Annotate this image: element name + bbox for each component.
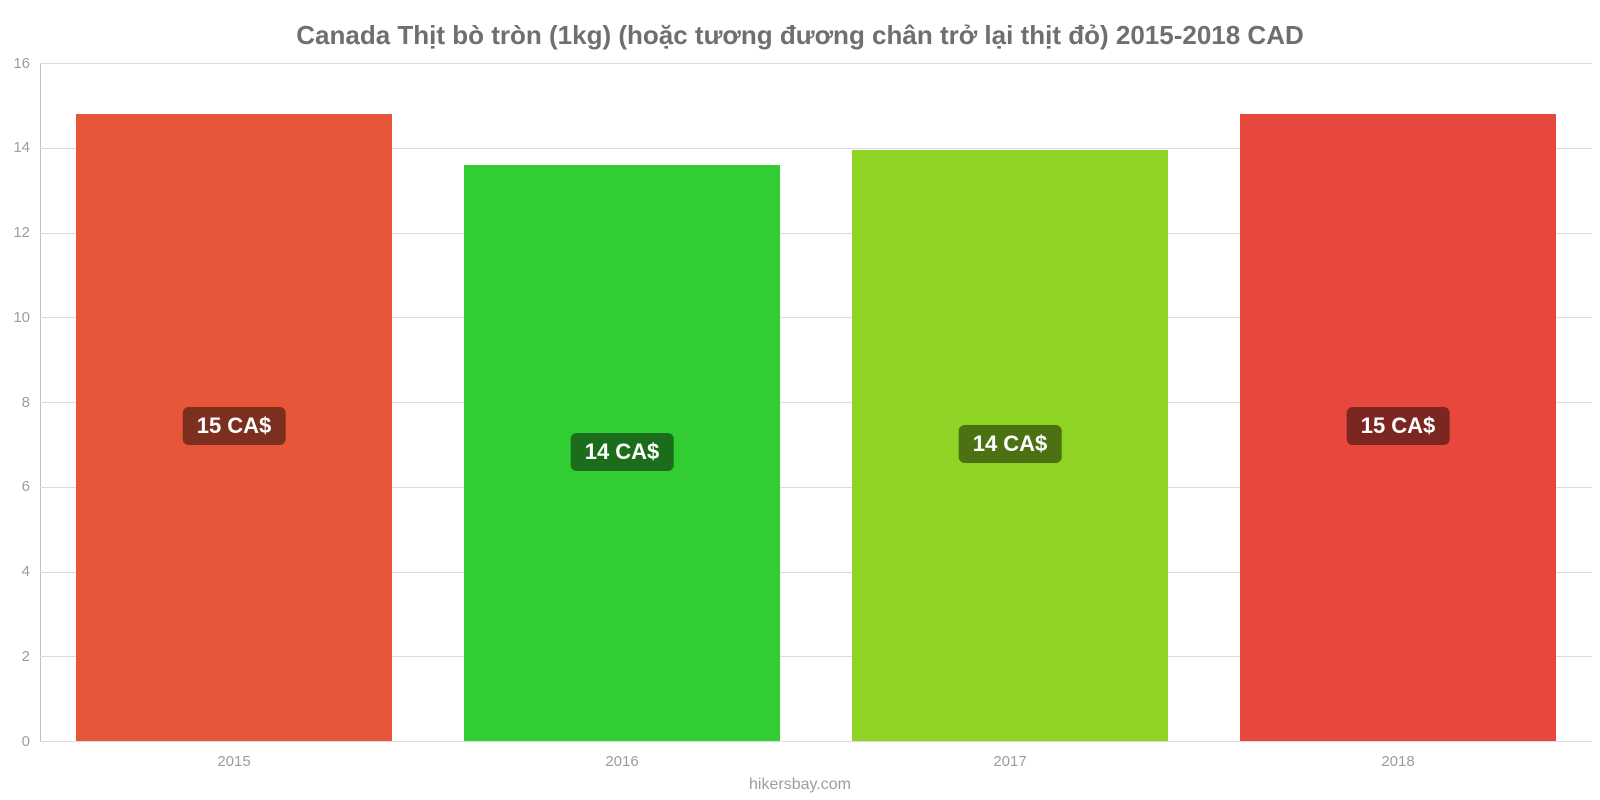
y-tick-label: 6: [0, 478, 30, 495]
y-tick-label: 10: [0, 309, 30, 326]
y-tick-label: 14: [0, 139, 30, 156]
bar-value-label: 14 CA$: [571, 433, 674, 471]
y-tick-label: 4: [0, 563, 30, 580]
x-tick-label: 2017: [816, 753, 1204, 770]
y-tick-label: 12: [0, 224, 30, 241]
y-tick-label: 16: [0, 55, 30, 72]
chart-title: Canada Thịt bò tròn (1kg) (hoặc tương đư…: [0, 20, 1600, 51]
chart-footer: hikersbay.com: [0, 776, 1600, 794]
y-tick-label: 2: [0, 648, 30, 665]
plot-area: 15 CA$ 14 CA$ 14 CA$ 15 CA$: [40, 63, 1592, 741]
bar-value-label: 15 CA$: [1347, 407, 1450, 445]
x-tick-label: 2018: [1204, 753, 1592, 770]
y-tick-label: 0: [0, 733, 30, 750]
bars-layer: 15 CA$ 14 CA$ 14 CA$ 15 CA$: [40, 63, 1592, 741]
bar-value-label: 15 CA$: [183, 407, 286, 445]
x-tick-label: 2015: [40, 753, 428, 770]
y-tick-label: 8: [0, 394, 30, 411]
bar-value-label: 14 CA$: [959, 425, 1062, 463]
grid-line: [40, 741, 1592, 742]
x-tick-label: 2016: [428, 753, 816, 770]
bar-chart: Canada Thịt bò tròn (1kg) (hoặc tương đư…: [0, 0, 1600, 800]
